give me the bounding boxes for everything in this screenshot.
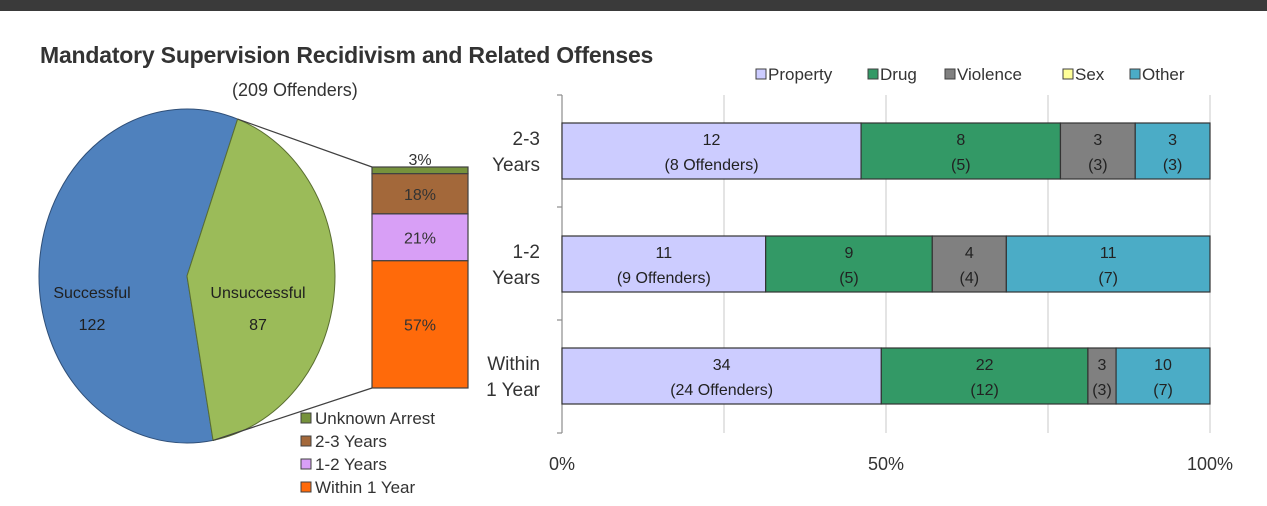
bar-within-other [1115, 347, 1211, 405]
bar-sublabel-within-drug: (12) [970, 382, 998, 399]
legend-label-2-3-years: 2-3 Years [315, 432, 387, 451]
bar-sublabel-1-2-property: (9 Offenders) [617, 270, 711, 287]
bar-sublabel-within-violence: (3) [1092, 382, 1112, 399]
legend-swatch-sex [1062, 68, 1074, 80]
bar-2-3-other [1134, 122, 1211, 180]
legend-swatch-unknown-arrest [300, 412, 312, 424]
bar-sublabel-within-other: (7) [1153, 382, 1173, 399]
bar-sublabel-within-property: (24 Offenders) [670, 382, 773, 399]
legend-swatch-drug [867, 68, 879, 80]
bar-value-1-2-violence: 4 [965, 245, 974, 262]
x-tick-label-100: 100% [1187, 454, 1233, 474]
bar-value-2-3-other: 3 [1168, 132, 1177, 149]
legend-label-within-1-year: Within 1 Year [315, 478, 416, 497]
category-label-1-2-line1: 1-2 [513, 242, 540, 263]
bar-label-unknown-arrest: 3% [408, 152, 431, 169]
bar-sublabel-2-3-violence: (3) [1088, 157, 1108, 174]
bar-segment-1-2-years [371, 213, 469, 262]
top-rule [0, 0, 1267, 11]
bar-2-3-violence [1059, 122, 1136, 180]
bar-sublabel-2-3-property: (8 Offenders) [665, 157, 759, 174]
bar-value-within-drug: 22 [976, 357, 994, 374]
bar-value-2-3-property: 12 [703, 132, 721, 149]
connector-line-bottom [212, 387, 373, 441]
bar-value-within-other: 10 [1154, 357, 1172, 374]
bar-within-drug [880, 347, 1089, 405]
bar-within-property [561, 347, 882, 405]
bar-label-2-3-years: 18% [404, 187, 436, 204]
category-label-1-2-line2: Years [492, 268, 540, 289]
legend-label-1-2-years: 1-2 Years [315, 455, 387, 474]
pie-value-successful: 122 [79, 317, 106, 334]
legend-swatch-violence [944, 68, 956, 80]
legend-label-property: Property [768, 65, 833, 84]
bar-1-2-drug [765, 235, 933, 293]
legend-label-violence: Violence [957, 65, 1022, 84]
category-label-2-3-line1: 2-3 [513, 129, 540, 150]
legend-swatch-property [755, 68, 767, 80]
bar-value-1-2-property: 11 [656, 245, 673, 262]
chart-title: Mandatory Supervision Recidivism and Rel… [40, 42, 654, 68]
x-tick-label-0: 0% [549, 454, 575, 474]
legend-label-drug: Drug [880, 65, 917, 84]
bar-sublabel-2-3-other: (3) [1163, 157, 1183, 174]
bar-value-1-2-other: 11 [1100, 245, 1117, 262]
pie-label-unsuccessful: Unsuccessful [210, 285, 305, 302]
legend-label-unknown-arrest: Unknown Arrest [315, 409, 435, 428]
bar-sublabel-1-2-other: (7) [1098, 270, 1118, 287]
bar-segment-2-3-years [371, 173, 469, 215]
connector-line-top [237, 118, 373, 168]
bar-label-within-1-year: 57% [404, 317, 436, 334]
pie-slice-successful [38, 108, 239, 444]
pie-value-unsuccessful: 87 [249, 317, 267, 334]
legend-swatch-within-1-year [300, 481, 312, 493]
bar-2-3-property [561, 122, 862, 180]
x-tick-label-50: 50% [868, 454, 904, 474]
bar-label-1-2-years: 21% [404, 230, 436, 247]
category-label-within-line1: Within [487, 354, 540, 375]
category-label-2-3-line2: Years [492, 155, 540, 176]
pie-slice-unsuccessful [186, 118, 336, 441]
bar-1-2-violence [931, 235, 1007, 293]
bar-value-2-3-violence: 3 [1093, 132, 1102, 149]
bar-value-2-3-drug: 8 [956, 132, 965, 149]
bar-value-within-violence: 3 [1098, 357, 1107, 374]
pie-label-successful: Successful [53, 285, 130, 302]
bar-1-2-property [561, 235, 767, 293]
legend-swatch-2-3-years [300, 435, 312, 447]
category-label-within-line2: 1 Year [486, 380, 541, 401]
chart-subtitle: (209 Offenders) [232, 80, 358, 100]
legend-swatch-other [1129, 68, 1141, 80]
bar-sublabel-2-3-drug: (5) [951, 157, 971, 174]
legend-label-other: Other [1142, 65, 1185, 84]
bar-1-2-other [1005, 235, 1211, 293]
bar-within-violence [1087, 347, 1117, 405]
bar-value-1-2-drug: 9 [845, 245, 854, 262]
bar-sublabel-1-2-drug: (5) [839, 270, 859, 287]
bar-value-within-property: 34 [713, 357, 731, 374]
bar-sublabel-1-2-violence: (4) [960, 270, 980, 287]
legend-label-sex: Sex [1075, 65, 1105, 84]
legend-swatch-1-2-years [300, 458, 312, 470]
bar-segment-within-1-year [371, 260, 469, 389]
